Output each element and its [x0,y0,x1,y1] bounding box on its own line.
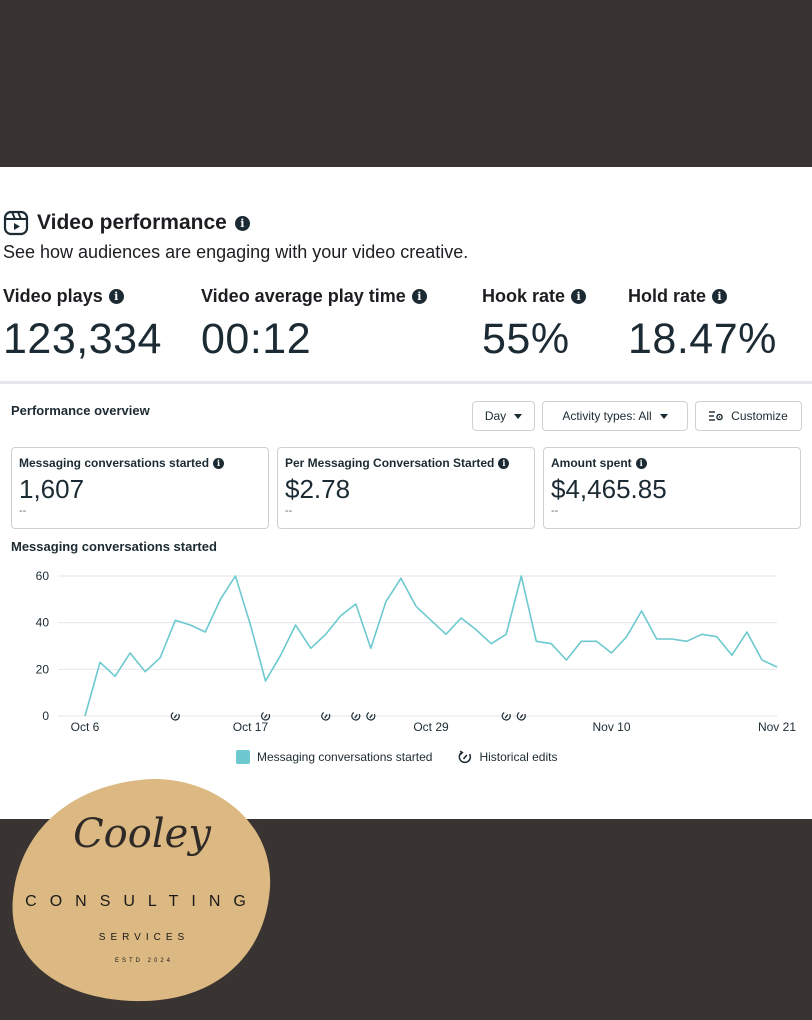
customize-icon [709,411,723,421]
card-per-messaging-conversation[interactable]: Per Messaging Conversation Started i $2.7… [277,447,535,529]
card-comparison: -- [551,505,559,517]
card-amount-spent[interactable]: Amount spent i $4,465.85 -- [543,447,801,529]
card-value: $4,465.85 [551,474,667,504]
legend-label: Historical edits [479,750,558,764]
info-icon[interactable]: i [411,289,427,304]
info-icon[interactable]: i [498,457,510,469]
x-tick-label: Oct 17 [233,720,269,734]
chart-title: Messaging conversations started [11,539,217,554]
cooley-consulting-logo: Cooley CONSULTING SERVICES ESTD 2024 [12,779,271,1002]
customize-label: Customize [731,409,788,423]
logo-services: SERVICES [99,932,189,943]
info-icon[interactable]: i [213,457,225,469]
series-line [84,575,778,717]
video-performance-header: Video performance i [3,210,250,236]
top-background [0,0,812,167]
historical-edit-marker [351,711,361,721]
y-tick-label: 20 [36,662,50,676]
historical-edit-marker [170,711,180,721]
x-tick-label: Nov 21 [758,720,796,734]
metric-video-plays: Video plays i 123,334 [3,286,162,364]
metric-value: 123,334 [3,315,162,363]
card-messaging-conversations[interactable]: Messaging conversations started i 1,607 -… [11,447,269,529]
reels-icon [3,210,29,236]
day-dropdown-label: Day [484,409,507,423]
metric-value: 18.47% [628,315,777,363]
insights-panel [0,167,812,819]
historical-edit-marker [366,711,376,721]
chart-legend: Messaging conversations started Historic… [236,750,557,764]
logo-script: Cooley [73,811,212,857]
card-value: $2.78 [285,474,351,504]
y-tick-label: 60 [36,569,50,583]
legend-swatch [236,750,250,764]
activity-types-dropdown[interactable]: Activity types: All [542,401,688,431]
card-label: Amount spent [551,456,632,470]
page-title: Video performance [37,211,227,234]
info-icon[interactable]: i [234,215,250,231]
caret-down-icon [659,413,668,419]
logo-consulting: CONSULTING [25,893,259,910]
x-tick-label: Oct 6 [71,720,100,734]
card-comparison: -- [285,505,293,517]
card-comparison: -- [19,505,27,517]
info-icon[interactable]: i [571,289,587,304]
day-dropdown[interactable]: Day [472,401,535,431]
info-icon[interactable]: i [635,457,647,469]
logo-established: ESTD 2024 [115,958,173,964]
card-label: Per Messaging Conversation Started [285,456,495,470]
performance-overview-title: Performance overview [11,403,150,418]
metric-label: Video plays [3,286,103,306]
y-tick-label: 40 [36,616,50,630]
historical-edit-marker [260,711,271,721]
caret-down-icon [514,413,523,419]
metric-hook-rate: Hook rate i 55% [482,286,587,364]
line-chart: 0 20 40 60 Oct 6 Oct 17 Oct 29 Nov 10 Nov 21 [36,569,797,734]
card-label: Messaging conversations started [19,456,210,470]
metric-label: Video average play time [201,286,406,306]
legend-item-messaging[interactable]: Messaging conversations started [236,750,432,764]
legend-label: Messaging conversations started [257,750,433,764]
x-tick-label: Nov 10 [593,720,631,734]
metric-average-play-time: Video average play time i 00:12 [201,286,427,364]
metric-label: Hold rate [628,286,707,306]
metric-value: 55% [482,315,570,363]
legend-item-historical-edits[interactable]: Historical edits [458,750,557,764]
historical-edit-marker [516,711,526,721]
y-tick-label: 0 [42,709,49,723]
metric-hold-rate: Hold rate i 18.47% [628,286,777,364]
info-icon[interactable]: i [712,289,728,304]
activity-types-label: Activity types: All [562,409,652,423]
metric-label: Hook rate [482,286,566,306]
section-divider [0,381,812,384]
metric-value: 00:12 [201,315,312,363]
customize-button[interactable]: Customize [695,401,802,431]
page-subtitle: See how audiences are engaging with your… [3,242,469,262]
historical-edit-icon [459,750,472,764]
x-tick-label: Oct 29 [413,720,449,734]
historical-edit-marker [501,711,511,721]
card-value: 1,607 [19,474,85,504]
historical-edit-marker [321,711,331,721]
info-icon[interactable]: i [108,289,124,304]
